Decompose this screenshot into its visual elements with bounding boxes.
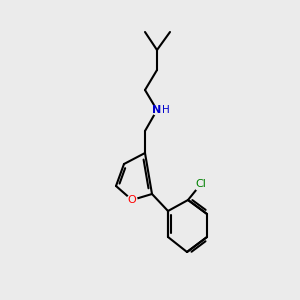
Text: Cl: Cl: [196, 179, 206, 189]
Circle shape: [127, 195, 137, 205]
Text: O: O: [128, 195, 136, 205]
Text: N: N: [152, 105, 162, 115]
Circle shape: [152, 105, 162, 115]
Circle shape: [194, 177, 208, 191]
Text: H: H: [162, 105, 170, 115]
